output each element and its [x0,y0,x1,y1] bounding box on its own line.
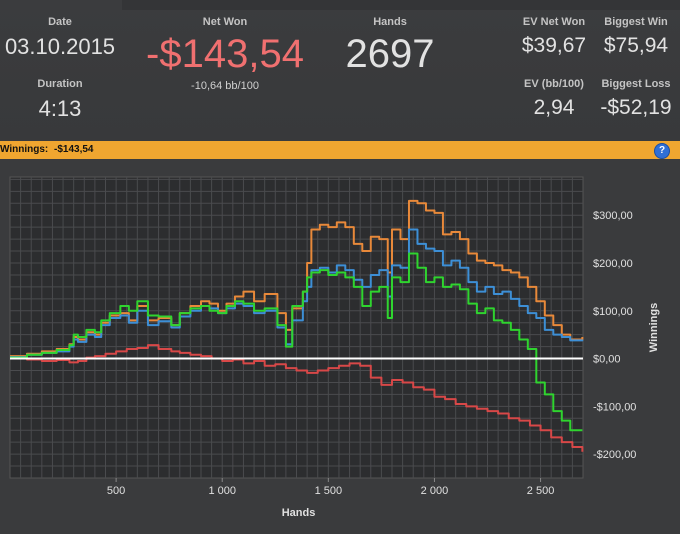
series-line-4 [10,344,584,452]
x-tick-label: 1 000 [208,485,236,497]
stats-panel: Date 03.10.2015 Duration 4:13 Net Won -$… [0,0,680,140]
y-tick-label: $100,00 [593,306,633,318]
x-tick-label: 1 500 [315,485,343,497]
ev-bb-value: 2,94 [533,96,575,119]
net-won-bb: -10,64 bb/100 [191,80,259,92]
series-line-2 [10,228,584,359]
y-tick-label: $300,00 [593,210,633,222]
y-axis-label: Winnings [648,303,660,352]
biggest-win-label: Biggest Win [604,16,668,28]
x-tick-label: 2 000 [421,485,449,497]
x-axis-label: Hands [282,507,316,519]
winnings-header-bar: Winnings: -$143,54 ? [0,141,680,159]
date-label: Date [48,16,72,28]
series-line-3 [10,252,583,432]
y-tick-label: -$100,00 [593,401,636,413]
net-won-value: -$143,54 [146,32,304,76]
biggest-win-value: $75,94 [603,34,669,57]
date-value: 03.10.2015 [4,34,116,59]
duration-value: 4:13 [38,96,82,121]
net-won-label: Net Won [202,16,248,28]
y-tick-label: $200,00 [593,258,633,270]
ev-bb-stat: EV (bb/100) 2,94 [510,78,598,120]
duration-stat: Duration 4:13 [0,78,120,122]
hands-stat: Hands 2697 [330,16,450,76]
biggest-loss-label: Biggest Loss [601,78,671,90]
y-tick-label: -$200,00 [593,449,636,461]
hands-label: Hands [373,16,407,28]
duration-label: Duration [37,78,83,90]
biggest-loss-stat: Biggest Loss -$52,19 [592,78,680,120]
ev-net-won-label: EV Net Won [522,16,586,28]
stats-top-strip [122,0,680,10]
winnings-chart: 500 1 000 1 500 2 000 2 500 $300,00 $200,00 $10… [0,160,680,529]
net-won-stat: Net Won -$143,54 -10,64 bb/100 [130,16,320,92]
hands-value: 2697 [345,32,435,76]
biggest-win-stat: Biggest Win $75,94 [592,16,680,58]
x-tick-label: 2 500 [527,485,555,497]
date-stat: Date 03.10.2015 [0,16,120,60]
winnings-bar-value: -$143,54 [54,144,94,155]
ev-bb-label: EV (bb/100) [524,78,584,90]
y-tick-label: $0,00 [593,354,621,366]
help-icon[interactable]: ? [654,143,670,159]
biggest-loss-value: -$52,19 [600,96,672,119]
x-tick-label: 500 [107,485,125,497]
chart-svg: 500 1 000 1 500 2 000 2 500 $300,00 $200,00 $10… [9,176,660,519]
winnings-bar-label: Winnings: [0,144,49,155]
ev-net-won-value: $39,67 [521,34,587,57]
ev-net-won-stat: EV Net Won $39,67 [510,16,598,58]
